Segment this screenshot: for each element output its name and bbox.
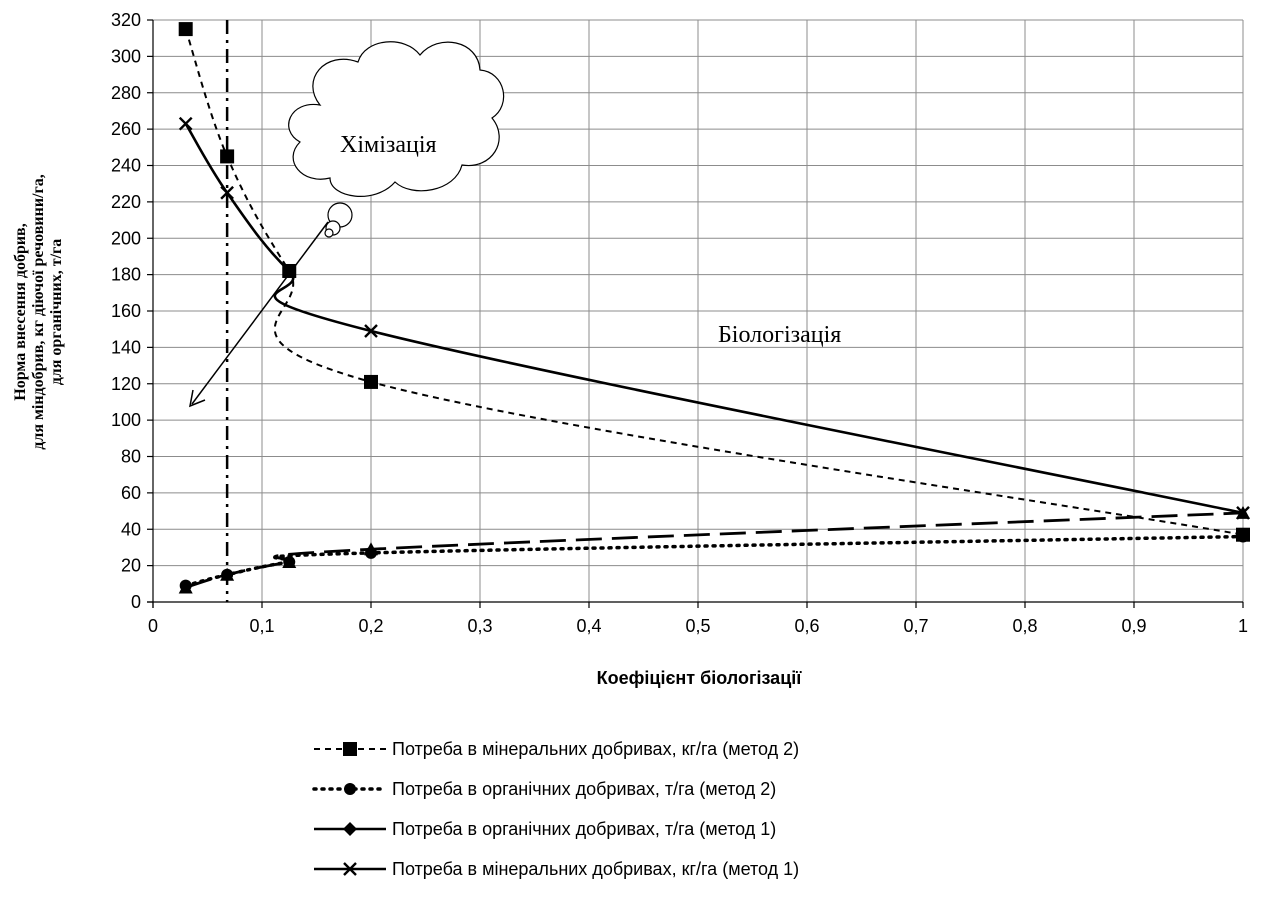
- x-marker-stroke: [343, 862, 357, 876]
- legend-label: Потреба в органічних добривах, т/га (мет…: [392, 819, 776, 839]
- y-tick-label: 120: [111, 374, 141, 394]
- y-axis-title-line-3: для органічних, т/га: [48, 239, 65, 386]
- x-marker-stroke: [1236, 506, 1250, 520]
- series-5-line: [184, 123, 1244, 515]
- series-3-point: [282, 554, 297, 568]
- legend-marker: [343, 742, 357, 756]
- x-tick-label: 0,8: [1012, 616, 1037, 636]
- y-tick-label: 40: [121, 519, 141, 539]
- y-tick-label: 20: [121, 556, 141, 576]
- y-tick-label: 80: [121, 447, 141, 467]
- y-tick-label: 280: [111, 83, 141, 103]
- legend-label: Потреба в мінеральних добривах, кг/га (м…: [392, 739, 799, 759]
- thought-cloud: Хімізація: [288, 41, 505, 238]
- x-axis-title: Коефіцієнт біологізації: [597, 668, 803, 688]
- x-marker-stroke: [178, 116, 193, 131]
- series: [178, 22, 1250, 594]
- x-tick-label: 0: [148, 616, 158, 636]
- axes: [147, 19, 1244, 608]
- series-3-point: [220, 567, 235, 581]
- x-marker-stroke: [282, 264, 297, 278]
- y-tick-label: 300: [111, 46, 141, 66]
- series-2: [179, 530, 1249, 592]
- series-5-point: [178, 116, 193, 131]
- x-tick-label: 0,9: [1121, 616, 1146, 636]
- series-5-point: [364, 324, 378, 338]
- annotation-biologization: Біологізація: [718, 322, 841, 348]
- y-tick-label: 260: [111, 119, 141, 139]
- y-tick-label: 240: [111, 156, 141, 176]
- x-tick-label: 0,7: [903, 616, 928, 636]
- x-tick-label: 0,5: [685, 616, 710, 636]
- y-tick-label: 200: [111, 228, 141, 248]
- y-tick-label: 320: [111, 10, 141, 30]
- y-tick-label: 0: [131, 592, 141, 612]
- y-axis-title-line-2: для міндобрив, кг діючої речовини/га,: [30, 174, 47, 449]
- annotation-chemicalization: Хімізація: [340, 132, 437, 158]
- legend-label: Потреба в мінеральних добривах, кг/га (м…: [392, 859, 799, 879]
- series-3-point: [364, 542, 378, 556]
- arrow-annotation: [189, 221, 329, 408]
- legend-marker: [343, 822, 357, 836]
- legend: Потреба в мінеральних добривах, кг/га (м…: [312, 739, 799, 879]
- x-tick-label: 0,2: [358, 616, 383, 636]
- series-5-point: [1236, 506, 1250, 520]
- series-5-point: [220, 185, 234, 200]
- legend-item: Потреба в мінеральних добривах, кг/га (м…: [314, 859, 799, 879]
- y-axis-title: Норма внесення добрив, для міндобрив, кг…: [12, 174, 65, 449]
- x-marker-stroke: [220, 185, 234, 200]
- x-tick-label: 0,6: [794, 616, 819, 636]
- y-tick-label: 220: [111, 192, 141, 212]
- legend-marker: [343, 862, 357, 876]
- series-2-point: [1237, 530, 1249, 543]
- y-tick-label: 180: [111, 265, 141, 285]
- legend-marker: [344, 783, 356, 795]
- x-tick-label: 0,3: [467, 616, 492, 636]
- series-5: [178, 116, 1250, 520]
- x-tick-label: 1: [1238, 616, 1248, 636]
- series-2-line: [183, 534, 1245, 588]
- y-tick-label: 100: [111, 410, 141, 430]
- legend-item: Потреба в органічних добривах, т/га (мет…: [312, 779, 776, 799]
- x-marker-stroke: [364, 324, 378, 338]
- series-5-point: [282, 264, 297, 278]
- y-tick-label: 160: [111, 301, 141, 321]
- series-1-point: [364, 374, 378, 389]
- y-axis-title-line-1: Норма внесення добрив,: [12, 223, 29, 400]
- series-1-point: [178, 22, 193, 37]
- legend-item: Потреба в мінеральних добривах, кг/га (м…: [314, 739, 799, 759]
- x-tick-label: 0,4: [576, 616, 601, 636]
- tick-labels: 0 20 40 60 80 100 120 140 160 180 200 220 240 260 280 3…: [111, 10, 1248, 636]
- x-tick-label: 0,1: [249, 616, 274, 636]
- series-1-point: [220, 149, 235, 164]
- legend-label: Потреба в органічних добривах, т/га (мет…: [392, 779, 776, 799]
- y-tick-label: 60: [121, 483, 141, 503]
- series-3-line: [185, 511, 1244, 589]
- legend-item: Потреба в органічних добривах, т/га (мет…: [314, 819, 776, 839]
- series-3: [178, 505, 1250, 594]
- y-tick-label: 140: [111, 337, 141, 357]
- series-3-point: [178, 580, 193, 594]
